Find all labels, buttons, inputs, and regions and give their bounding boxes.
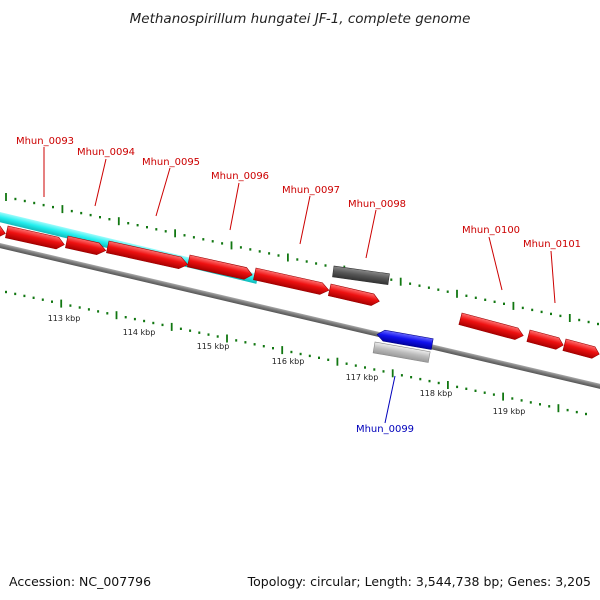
cds-forward-7: [327, 283, 380, 306]
gene-label[interactable]: Mhun_0101: [523, 239, 581, 250]
cds-arrow: [327, 283, 380, 306]
scale-label: 116 kbp: [272, 357, 305, 366]
scale-label: 113 kbp: [48, 314, 81, 323]
gene-label[interactable]: Mhun_0097: [282, 185, 340, 196]
gene-label[interactable]: Mhun_0093: [16, 136, 74, 147]
gene-label[interactable]: Mhun_0095: [142, 157, 200, 168]
leader-line: [299, 195, 311, 245]
gene-label-item[interactable]: Mhun_0095: [142, 157, 200, 217]
cds-arrow: [458, 312, 524, 340]
scale-label: 117 kbp: [346, 373, 379, 382]
gene-label-item[interactable]: Mhun_0094: [77, 147, 135, 207]
cds-forward-6: [253, 267, 330, 295]
gene-label[interactable]: Mhun_0099: [356, 424, 414, 435]
lower-tick-track: [5, 290, 587, 416]
cds-arrow: [253, 267, 330, 295]
cds-arrow: [5, 225, 65, 250]
gene-label[interactable]: Mhun_0096: [211, 171, 269, 182]
cds-forward-2: [5, 225, 65, 250]
upper-tick-track: [5, 193, 599, 326]
cds-forward-3: [65, 235, 107, 255]
cds-arrow: [376, 329, 434, 350]
accession-text: Accession: NC_007796: [9, 574, 151, 589]
gene-label-group: Mhun_0093 Mhun_0094 Mhun_0095 Mhun_0096 …: [16, 136, 581, 435]
gene-label[interactable]: Mhun_0098: [348, 199, 406, 210]
leader-line: [550, 250, 556, 304]
cds-forward-5: [187, 254, 253, 280]
gene-label[interactable]: Mhun_0100: [462, 225, 520, 236]
leader-line: [229, 182, 240, 231]
cds-arrow: [65, 235, 107, 255]
cds-reverse-1: [376, 329, 434, 350]
cds-forward-8: [458, 312, 524, 340]
cds-arrow: [0, 224, 6, 238]
cds-forward-1: [0, 224, 6, 238]
gene-label-item[interactable]: Mhun_0100: [462, 225, 520, 291]
gene-label-item[interactable]: Mhun_0101: [523, 239, 581, 304]
scale-label: 119 kbp: [493, 407, 526, 416]
gene-label-item[interactable]: Mhun_0093: [16, 136, 74, 197]
leader-line: [488, 236, 503, 291]
leader-line: [365, 209, 377, 259]
gene-label-item[interactable]: Mhun_0096: [211, 171, 269, 231]
cds-arrow: [562, 338, 600, 359]
scale-label-group: 113 kbp 114 kbp 115 kbp 116 kbp 117 kbp 118 k…: [48, 314, 526, 416]
gene-label-item[interactable]: Mhun_0099: [356, 375, 414, 435]
leader-line: [94, 158, 107, 207]
cds-forward-10: [562, 338, 600, 359]
cds-forward-4: [106, 240, 189, 270]
leader-line: [155, 167, 171, 217]
gene-label-item[interactable]: Mhun_0097: [282, 185, 340, 245]
feature-box: [332, 265, 390, 286]
genome-backbone: [0, 242, 600, 390]
scale-label: 114 kbp: [123, 328, 156, 337]
scale-label: 118 kbp: [420, 389, 453, 398]
map-title: Methanospirillum hungatei JF-1, complete…: [130, 11, 471, 27]
cds-arrow: [106, 240, 189, 270]
cds-forward-9: [526, 329, 564, 350]
feature-box: [372, 341, 431, 363]
gene-label-item[interactable]: Mhun_0098: [348, 199, 406, 259]
cds-arrow: [526, 329, 564, 350]
scale-label: 115 kbp: [197, 342, 230, 351]
feature-dark: [332, 265, 390, 286]
gene-label[interactable]: Mhun_0094: [77, 147, 135, 158]
leader-line: [384, 375, 396, 424]
genome-summary-text: Topology: circular; Length: 3,544,738 bp…: [247, 574, 591, 589]
feature-light: [372, 341, 431, 363]
cds-arrow: [187, 254, 253, 280]
backbone-line: [0, 242, 600, 390]
